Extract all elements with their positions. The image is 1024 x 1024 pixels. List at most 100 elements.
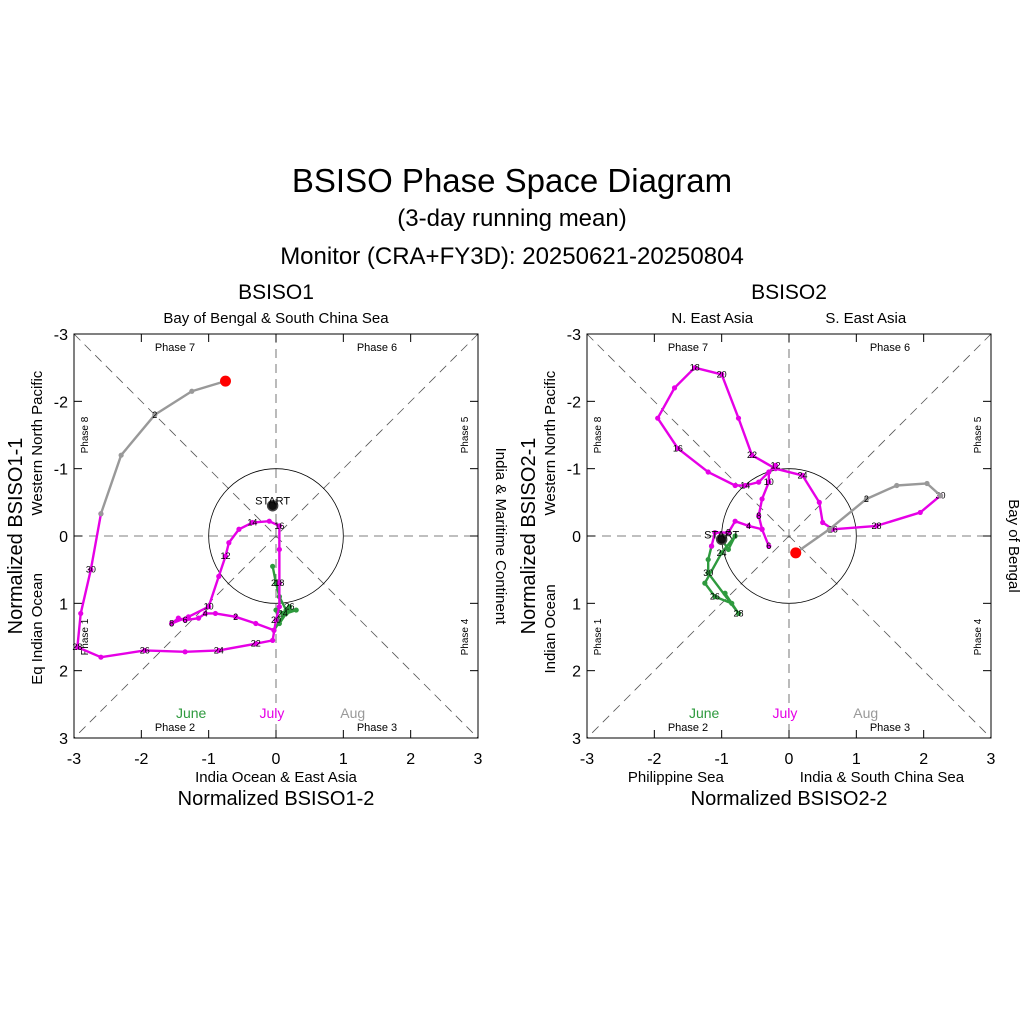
chart2-y-tick-label: -3 <box>567 327 581 344</box>
chart1-series-point-july <box>206 604 212 610</box>
chart2-phase-label: Phase 7 <box>668 342 708 354</box>
chart2-series-point-july <box>749 452 755 458</box>
chart1-series-point-june <box>286 604 293 610</box>
chart2-day-label: 30 <box>703 568 713 578</box>
chart2-day-label: 2 <box>726 528 731 538</box>
chart1-unit-circle <box>208 468 344 604</box>
chart2-start-label: START <box>704 529 739 541</box>
chart1-series-point-june <box>270 563 276 569</box>
chart1-day-label: 12 <box>220 551 230 561</box>
chart1-series-point-july <box>233 614 239 620</box>
chart1-day-label: 16 <box>274 521 284 531</box>
chart2-series-line-aug <box>795 482 942 554</box>
chart1-title: BSISO1 <box>238 281 314 304</box>
chart2-day-label: 18 <box>690 363 700 373</box>
chart2-series-line-july <box>656 366 942 548</box>
chart2-series-point-july <box>816 499 822 505</box>
chart1-region-top: Bay of Bengal & South China Sea <box>163 310 389 327</box>
chart2-series-point-july <box>772 466 779 472</box>
chart2-x-tick-label: 0 <box>785 751 794 768</box>
chart1-series-point-aug <box>98 511 104 517</box>
chart1-series-point-july <box>276 580 282 586</box>
chart1-series-point-july <box>195 615 202 621</box>
chart2-day-label: 14 <box>740 481 750 491</box>
chart1-day-label: 24 <box>214 645 224 655</box>
chart1-series-point-july <box>202 610 208 617</box>
chart2-y-tick-label: -2 <box>567 394 581 411</box>
chart2-month-label-july: July <box>773 705 798 721</box>
chart1-day-label: 28 <box>271 578 281 588</box>
chart2-phase-label: Phase 6 <box>870 342 910 354</box>
chart2-series-point-july <box>655 415 661 421</box>
chart1-series-point-july <box>276 546 282 553</box>
chart2-series-point-june <box>712 594 718 600</box>
chart1-series-point-july <box>276 604 282 610</box>
chart2-series-point-july <box>732 482 738 489</box>
chart1-day-label: 10 <box>204 602 214 612</box>
chart1-y-tick-label: 2 <box>59 664 68 681</box>
chart1-series-point-july <box>212 610 218 617</box>
chart2-title: BSISO2 <box>751 281 827 304</box>
main-title: BSISO Phase Space Diagram <box>291 162 733 199</box>
chart2-phase-label: Phase 3 <box>870 722 910 734</box>
chart1-series-point-july <box>74 644 80 650</box>
chart2-day-label: 4 <box>746 521 751 531</box>
chart1-series-point-july <box>253 620 259 627</box>
chart1-phase-label: Phase 7 <box>155 342 195 354</box>
chart1-series-point-july <box>88 567 94 573</box>
chart1-series-point-july <box>270 637 276 643</box>
chart2-day-label: 12 <box>771 460 781 470</box>
chart1-x-tick-label: 0 <box>272 751 281 768</box>
chart2-start-marker <box>715 533 728 546</box>
chart2-y-tick-label: 1 <box>572 596 581 613</box>
chart1-x-tick-label: 2 <box>406 751 415 768</box>
chart2-day-label: 2 <box>864 494 869 504</box>
chart2-day-label: 16 <box>673 443 683 453</box>
subtitle: (3-day running mean) <box>397 205 627 232</box>
chart2-series-point-june <box>735 610 742 617</box>
chart2-series-point-june <box>725 546 732 553</box>
chart2-series-point-july <box>917 509 923 516</box>
chart2-region-top: N. East Asia <box>671 310 753 327</box>
chart1-series-point-july <box>78 610 84 617</box>
chart1-series-point-aug <box>152 412 158 418</box>
chart1-series-point-july <box>271 627 277 633</box>
chart2-x-tick-label: 1 <box>852 751 861 768</box>
chart1-day-label: 4 <box>203 608 208 618</box>
chart2-month-label-june: June <box>689 705 720 721</box>
chart2-series-point-july <box>712 530 718 536</box>
chart2-region-right: Bay of Bengal <box>1005 499 1022 592</box>
chart1-start-marker <box>266 499 279 512</box>
chart1-series-point-july <box>226 540 232 546</box>
chart1-region-left: Eq Indian Ocean <box>29 573 46 685</box>
chart2-y-axis-label: Normalized BSISO2-1 <box>518 438 540 635</box>
chart2-phase-label: Phase 1 <box>593 618 604 655</box>
chart2-region-bottom: Philippine Sea <box>628 769 725 786</box>
chart2-series-point-july <box>873 523 880 529</box>
chart2-series-point-july <box>725 530 732 536</box>
chart2-region-bottom: India & South China Sea <box>800 769 965 786</box>
chart2-day-label: 22 <box>747 450 757 460</box>
chart2-series-point-aug <box>937 493 944 499</box>
chart1-series-point-july <box>266 518 272 524</box>
chart1-phase-label: Phase 3 <box>357 722 397 734</box>
chart2-day-label: 24 <box>717 548 727 558</box>
chart2-series-point-july <box>766 469 772 475</box>
chart1-start-label: START <box>255 496 290 508</box>
chart2-series-point-july <box>671 385 678 391</box>
chart1-x-tick-label: -3 <box>67 751 81 768</box>
chart2-y-tick-label: 0 <box>572 529 581 546</box>
chart2-phase-label: Phase 5 <box>973 416 984 453</box>
chart2-series-point-july <box>799 472 806 478</box>
chart1-series-point-june <box>280 610 286 617</box>
chart2-region-left: Indian Ocean <box>542 584 559 673</box>
chart2-series-point-june <box>732 533 738 539</box>
chart1-y-axis-label: Normalized BSISO1-1 <box>5 438 27 635</box>
chart1-phase-label: Phase 5 <box>460 416 471 453</box>
chart1-x-tick-label: 1 <box>339 751 348 768</box>
chart1-x-tick-label: 3 <box>474 751 483 768</box>
chart1-series-point-june <box>293 607 299 613</box>
period-title: Monitor (CRA+FY3D): 20250621-20250804 <box>280 243 744 270</box>
chart1-y-tick-label: 0 <box>59 529 68 546</box>
chart1-region-bottom: India Ocean & East Asia <box>195 769 357 786</box>
